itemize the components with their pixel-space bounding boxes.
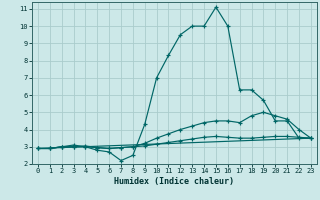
X-axis label: Humidex (Indice chaleur): Humidex (Indice chaleur) bbox=[115, 177, 234, 186]
